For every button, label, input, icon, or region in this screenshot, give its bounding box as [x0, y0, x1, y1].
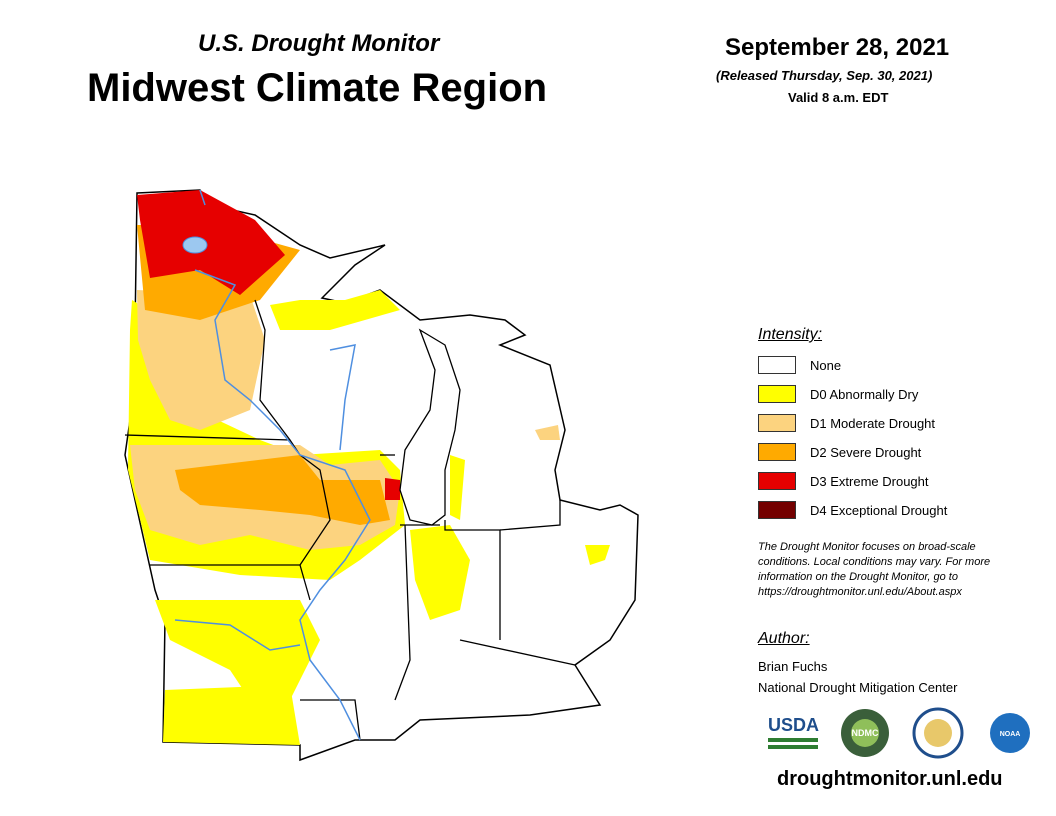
author-line: Brian Fuchs [758, 659, 828, 674]
legend-title: Intensity: [758, 326, 823, 343]
released: (Released Thursday, Sep. 30, 2021) [716, 68, 933, 83]
note-line: https://droughtmonitor.unl.edu/About.asp… [758, 586, 962, 598]
legend-swatch [758, 385, 796, 403]
legend-label: D2 Severe Drought [810, 445, 922, 460]
valid: Valid 8 a.m. EDT [788, 90, 889, 105]
legend-label: D4 Exceptional Drought [810, 503, 948, 518]
rivers [174, 189, 371, 741]
drought-areas [128, 190, 610, 745]
url: droughtmonitor.unl.edu [777, 768, 1003, 790]
date: September 28, 2021 [725, 34, 950, 61]
legend-label: D3 Extreme Drought [810, 474, 929, 489]
legend-swatch [758, 472, 796, 490]
map [124, 189, 639, 762]
note-line: The Drought Monitor focuses on broad-sca… [758, 541, 976, 553]
note-line: conditions. Local conditions may vary. F… [758, 556, 991, 568]
legend-label: D1 Moderate Drought [810, 416, 936, 431]
note: The Drought Monitor focuses on broad-sca… [758, 540, 990, 600]
legend-swatch [758, 414, 796, 432]
legend-label: D0 Abnormally Dry [810, 387, 919, 402]
legend-label: None [810, 358, 842, 373]
logo-usda: USDA [768, 715, 819, 735]
author-line: National Drought Mitigation Center [758, 680, 958, 695]
note-line: information on the Drought Monitor, go t… [758, 571, 958, 583]
lake-michigan [399, 328, 461, 526]
title: Midwest Climate Region [87, 66, 548, 110]
legend: None D0 Abnormally Dry D1 Moderate Drought… [758, 356, 1018, 536]
author-title: Author: [758, 630, 810, 647]
lake [182, 236, 208, 254]
logo-ndmc: NDMC [852, 728, 879, 738]
legend-swatch [758, 501, 796, 519]
logos: USDA NDMC NOAA [768, 707, 1030, 759]
legend-swatch [758, 356, 796, 374]
logo-noaa: NOAA [1000, 731, 1021, 738]
author-lines: Brian Fuchs National Drought Mitigation C… [758, 656, 957, 698]
subtitle: U.S. Drought Monitor [198, 30, 440, 57]
legend-swatch [758, 443, 796, 461]
